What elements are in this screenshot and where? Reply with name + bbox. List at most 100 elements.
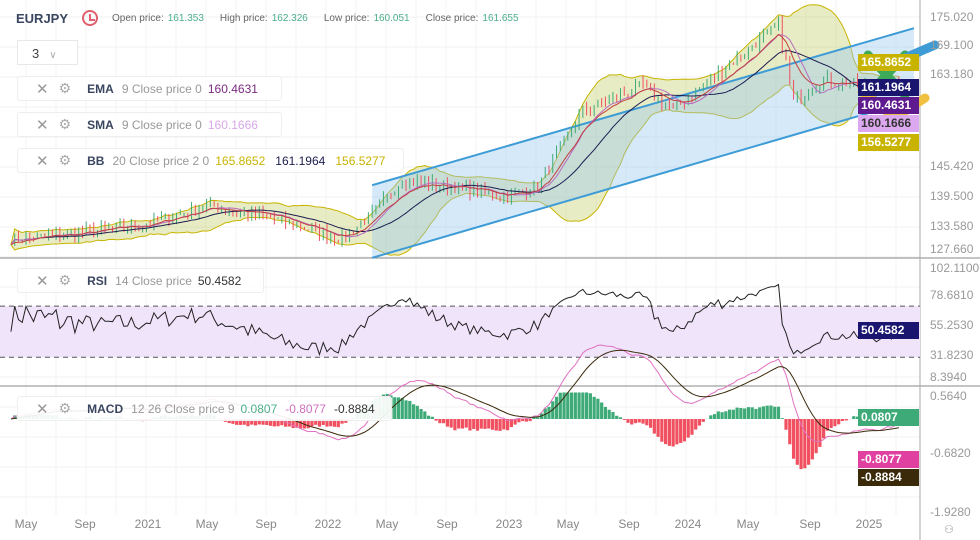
macd-hist-tag: 0.0807 (858, 409, 919, 426)
macd-histogram-bar (314, 419, 318, 425)
macd-histogram-bar (626, 419, 630, 423)
macd-histogram-bar (743, 408, 747, 419)
macd-histogram-bar (840, 419, 845, 422)
macd-histogram-bar (686, 419, 690, 438)
macd-histogram-bar (807, 419, 811, 465)
macd-histogram-bar (231, 419, 235, 424)
macd-histogram-bar (690, 419, 694, 435)
macd-histogram-bar (727, 409, 732, 419)
close-icon[interactable]: ✕ (36, 152, 49, 170)
macd-histogram-bar (822, 419, 826, 439)
macd-histogram-bar (682, 419, 687, 442)
macd-histogram-bar (475, 419, 480, 431)
x-axis-label: Sep (255, 517, 277, 531)
macd-histogram-bar (633, 419, 638, 424)
open-value: 161.353 (167, 12, 204, 24)
macd-histogram-bar (332, 419, 337, 427)
macd-histogram-bar (265, 419, 269, 425)
macd-histogram-bar (746, 407, 750, 419)
macd-histogram-bar (611, 412, 615, 419)
macd-histogram-bar (532, 417, 536, 419)
macd-histogram-bar (554, 396, 559, 419)
rsi-tick: 78.6810 (930, 288, 974, 302)
macd-histogram-bar (765, 405, 769, 419)
macd-histogram-bar (585, 392, 589, 419)
macd-histogram-bar (588, 393, 592, 419)
close-icon[interactable]: ✕ (36, 400, 49, 418)
x-axis-label: 2022 (314, 517, 342, 531)
macd-histogram-bar (479, 419, 483, 429)
macd-histogram-bar (697, 419, 702, 426)
macd-histogram-bar (506, 419, 510, 431)
interval-dropdown[interactable]: 3 ∨ (17, 40, 78, 65)
macd-histogram-bar (750, 407, 754, 419)
open-label: Open price: (112, 12, 164, 24)
gear-icon[interactable]: ⚙ (58, 400, 72, 416)
bb-params: 20 Close price 2 0 (112, 153, 210, 168)
macd-histogram-bar (720, 412, 724, 419)
high-value: 162.326 (271, 12, 308, 24)
macd-histogram-bar (280, 419, 284, 426)
symbol[interactable]: EURJPY (16, 10, 69, 26)
ema-params: 9 Close price 0 (121, 81, 202, 96)
macd-hist-value: 0.0807 (240, 401, 278, 416)
macd-histogram-bar (235, 419, 239, 425)
macd-histogram-bar (490, 419, 495, 430)
macd-histogram-bar (769, 405, 773, 419)
macd-line-tag: -0.8077 (858, 451, 919, 468)
macd-histogram-bar (618, 417, 623, 419)
rsi-line (10, 283, 900, 357)
macd-histogram-bar (487, 419, 491, 429)
sma-params: 9 Close price 0 (121, 117, 202, 132)
sma-name: SMA (87, 117, 114, 132)
x-axis-label: 2025 (855, 517, 883, 531)
macd-histogram-bar (415, 405, 419, 419)
bb-legend: ✕ ⚙ BB 20 Close price 2 0 165.8652 161.1964 1… (17, 148, 404, 173)
macd-histogram-bar (833, 419, 837, 427)
macd-histogram-bar (284, 419, 288, 427)
close-icon[interactable]: ✕ (36, 80, 49, 98)
macd-histogram-bar (434, 419, 438, 421)
macd-histogram-bar (645, 419, 649, 426)
macd-signal-tag: -0.8884 (858, 469, 919, 486)
macd-histogram-bar (694, 419, 698, 430)
macd-histogram-bar (464, 419, 468, 428)
macd-histogram-bar (566, 392, 570, 419)
macd-histogram-bar (238, 419, 243, 425)
macd-histogram-bar (641, 419, 645, 424)
price-tick: 145.420 (930, 159, 974, 173)
macd-histogram-bar (423, 411, 427, 419)
macd-params: 12 26 Close price 9 (131, 401, 235, 416)
macd-histogram-bar (607, 409, 611, 419)
gear-icon[interactable]: ⚙ (58, 272, 72, 288)
macd-histogram-bar (13, 415, 17, 419)
clock-icon[interactable] (82, 10, 99, 26)
gear-icon[interactable]: ⚙ (58, 116, 72, 132)
bb-middle-tag: 161.1964 (858, 79, 919, 96)
low-label: Low price: (323, 12, 370, 24)
macd-histogram-bar (426, 415, 431, 419)
chart-header: EURJPY Open price: 161.353 High price: 162… (16, 10, 535, 26)
close-icon[interactable]: ✕ (36, 116, 49, 134)
close-icon[interactable]: ✕ (36, 272, 49, 290)
ema-line (10, 33, 899, 246)
axis-settings-icon[interactable]: ⚇ (944, 524, 954, 536)
ema-legend: ✕ ⚙ EMA 9 Close price 0 160.4631 (17, 76, 282, 101)
macd-histogram-bar (321, 419, 325, 425)
rsi-tick: 102.1100 (930, 261, 980, 275)
gear-icon[interactable]: ⚙ (58, 80, 72, 96)
macd-histogram-bar (430, 416, 434, 419)
macd-histogram-bar (776, 406, 781, 419)
bb-middle: 161.1964 (275, 153, 326, 168)
macd-histogram-bar (468, 419, 472, 431)
macd-histogram-bar (758, 407, 762, 419)
macd-histogram-bar (562, 392, 566, 419)
rsi-legend: ✕ ⚙ RSI 14 Close price 50.4582 (17, 268, 264, 293)
macd-histogram-bar (581, 392, 585, 419)
macd-histogram-bar (453, 419, 457, 431)
bb-middle-line (10, 50, 899, 246)
gear-icon[interactable]: ⚙ (58, 152, 72, 168)
macd-tick: -1.9280 (930, 505, 971, 519)
macd-histogram-bar (396, 397, 401, 419)
